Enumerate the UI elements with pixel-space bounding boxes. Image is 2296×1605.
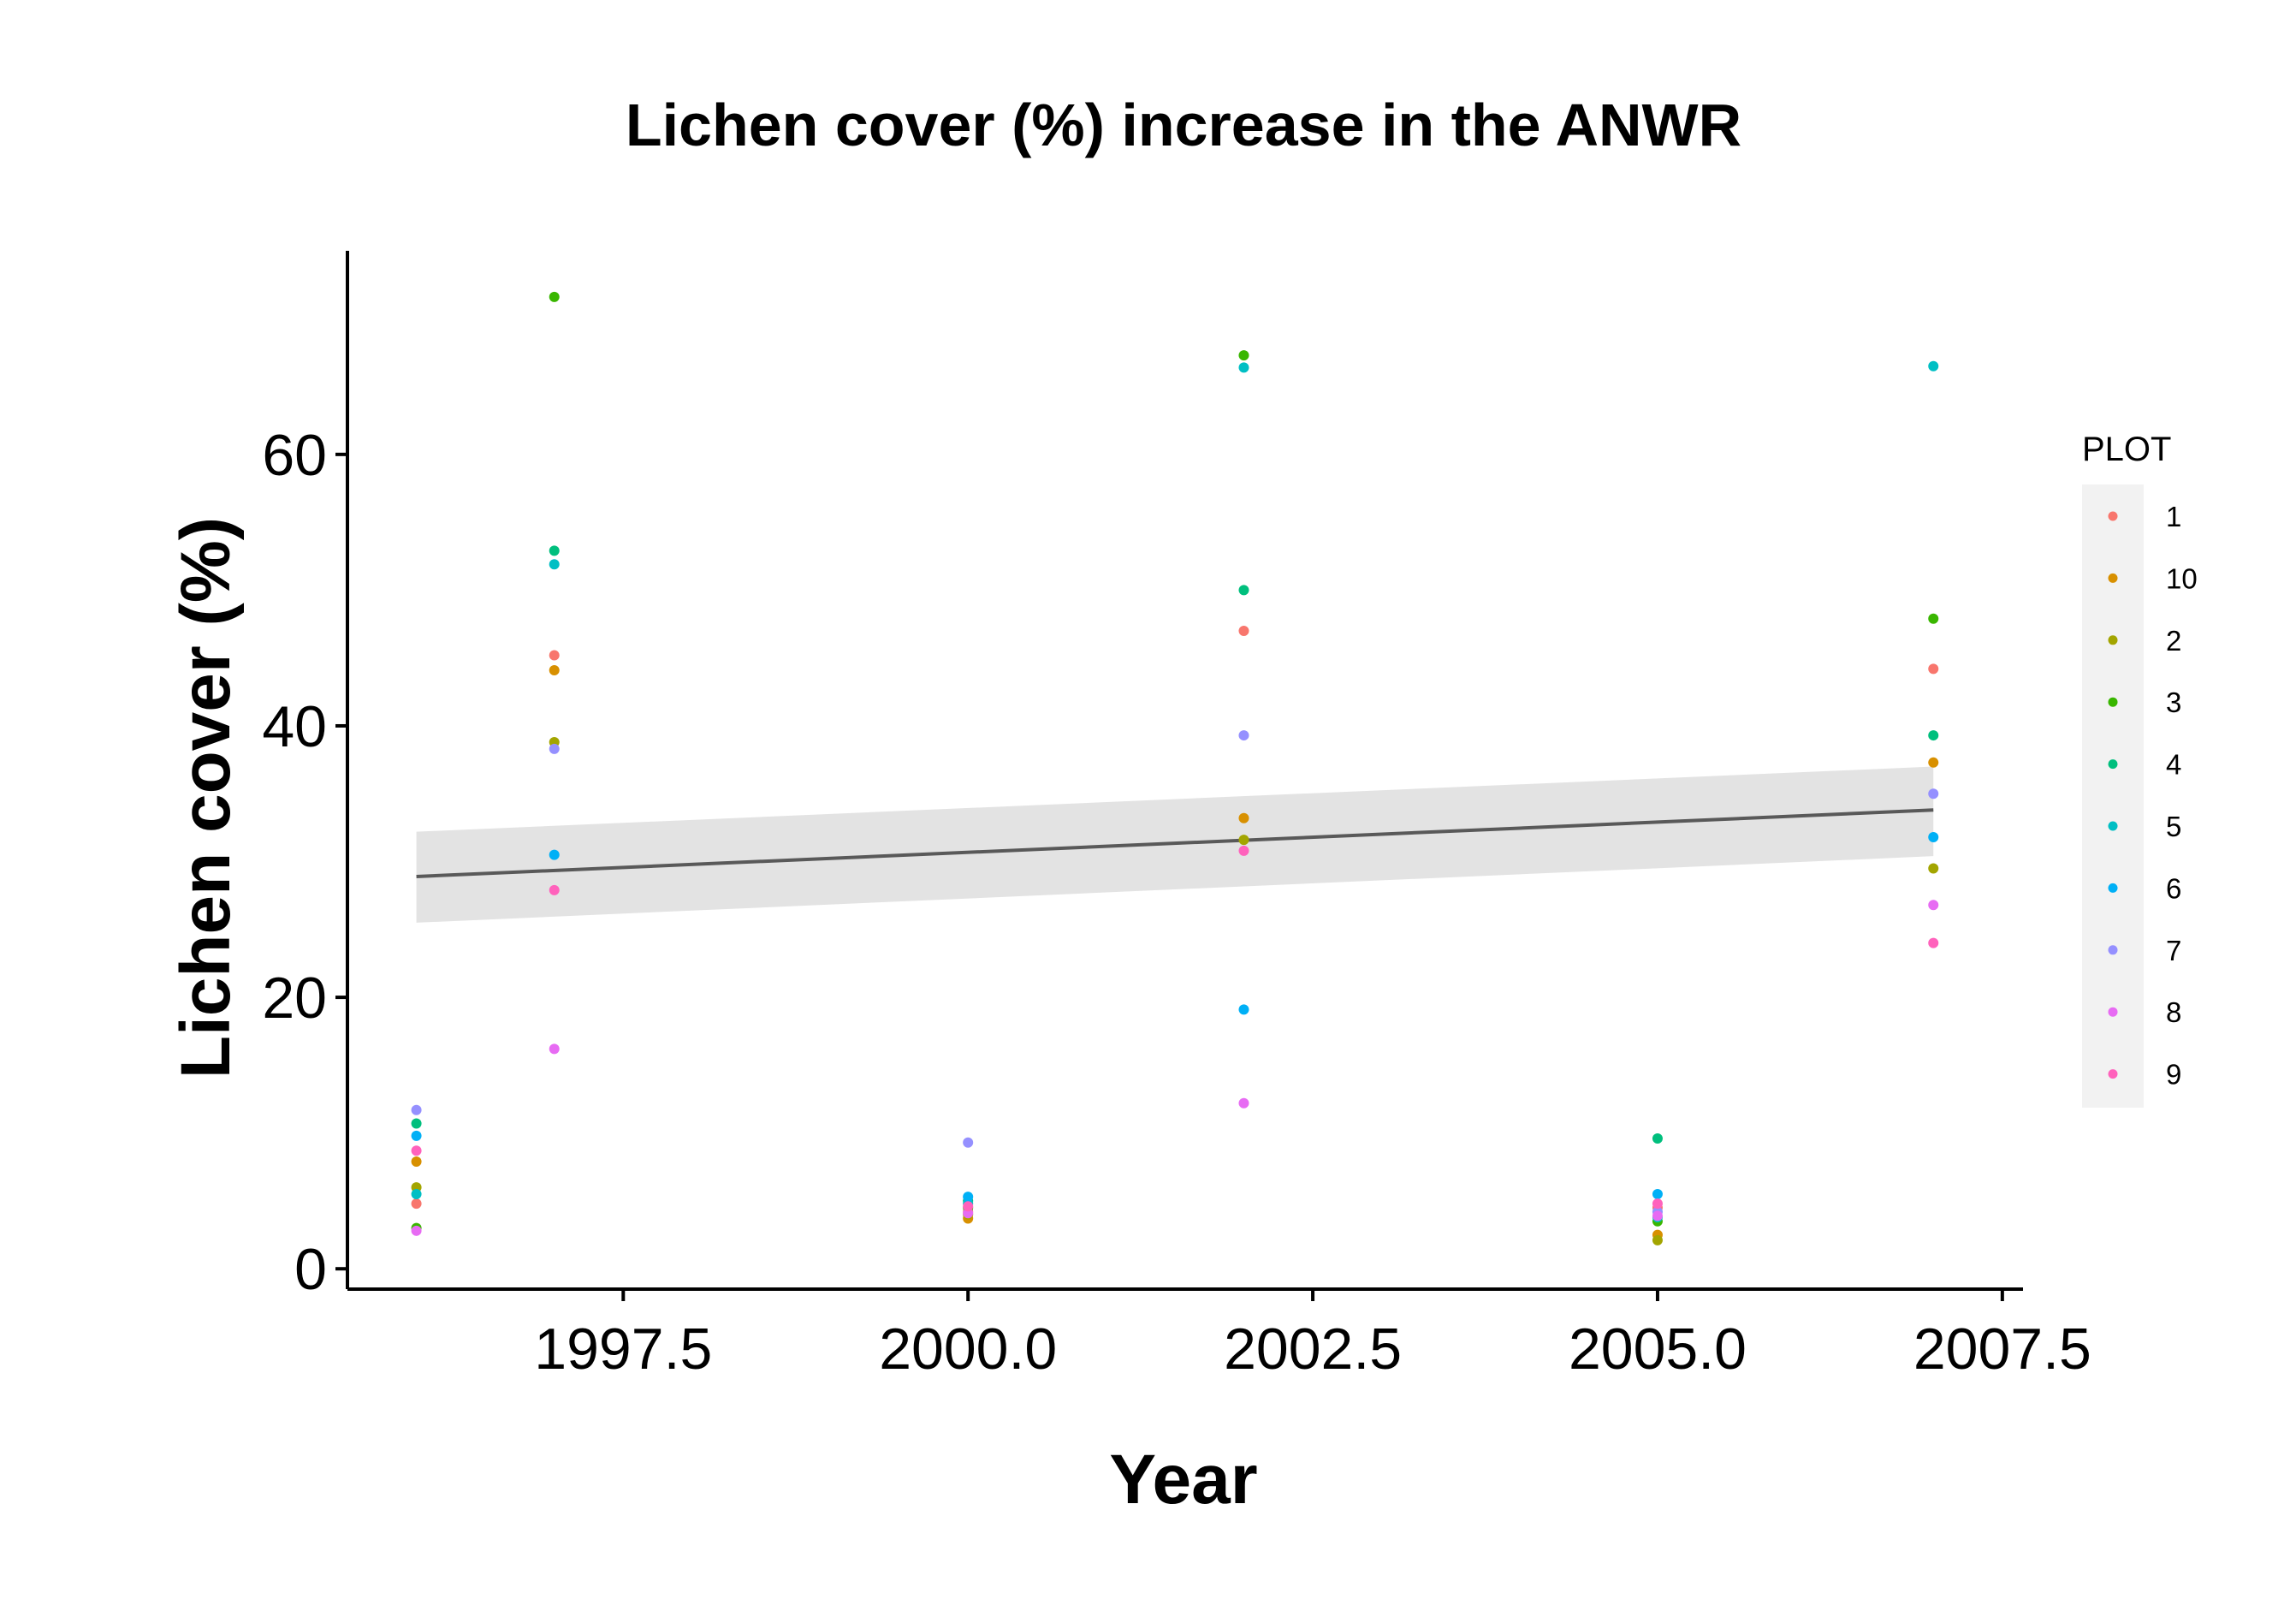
x-axis-ticks: 1997.5 2000.0 2002.5 2005.0 2007.5 — [534, 1289, 2091, 1382]
legend-label-2: 2 — [2166, 625, 2181, 657]
legend-key-7 — [2108, 945, 2118, 955]
legend-key-9 — [2108, 1069, 2118, 1079]
legend-label-10: 10 — [2166, 562, 2198, 594]
data-point-plot-8 — [411, 1225, 422, 1236]
data-point-plot-5 — [411, 1189, 422, 1200]
legend-items: 1 10 2 3 4 5 6 7 8 9 — [2108, 501, 2198, 1091]
data-point-plot-4 — [1238, 585, 1249, 596]
legend-label-3: 3 — [2166, 687, 2181, 718]
data-point-plot-7 — [549, 743, 560, 754]
data-point-plot-2 — [1928, 863, 1939, 874]
data-point-plot-10 — [1238, 812, 1249, 823]
data-point-plot-1 — [411, 1198, 422, 1210]
data-point-plot-10 — [411, 1156, 422, 1167]
data-point-plot-1 — [1238, 625, 1249, 636]
data-point-plot-5 — [1928, 360, 1939, 372]
data-point-plot-2 — [1652, 1234, 1663, 1245]
data-point-plot-8 — [1238, 1097, 1249, 1109]
data-point-plot-9 — [1652, 1198, 1663, 1210]
y-tick-label: 20 — [262, 966, 327, 1031]
legend: PLOT 1 10 2 3 4 5 6 7 8 9 — [2082, 431, 2198, 1108]
data-point-plot-7 — [963, 1137, 974, 1148]
data-point-plot-9 — [1238, 845, 1249, 856]
data-point-plot-6 — [1652, 1189, 1663, 1200]
chart-title: Lichen cover (%) increase in the ANWR — [626, 92, 1741, 158]
data-point-plot-4 — [1652, 1132, 1663, 1144]
data-point-plot-9 — [1928, 937, 1939, 948]
y-tick-label: 40 — [262, 694, 327, 759]
data-point-plot-3 — [549, 291, 560, 302]
legend-key-1 — [2108, 511, 2118, 521]
axes: 1997.5 2000.0 2002.5 2005.0 2007.5 0 20 40 60 — [262, 251, 2091, 1382]
trend-line — [416, 808, 1934, 878]
x-tick-label: 2007.5 — [1913, 1317, 2091, 1382]
legend-label-7: 7 — [2166, 935, 2181, 966]
data-point-plot-10 — [549, 664, 560, 675]
legend-key-6 — [2108, 883, 2118, 893]
plot-area — [411, 291, 1939, 1245]
data-point-plot-6 — [1238, 1004, 1249, 1015]
data-point-plot-4 — [549, 545, 560, 556]
legend-label-9: 9 — [2166, 1059, 2181, 1091]
data-point-plot-3 — [1238, 350, 1249, 361]
data-point-plot-8 — [1928, 900, 1939, 911]
x-tick-label: 1997.5 — [534, 1317, 712, 1382]
data-point-plot-5 — [549, 559, 560, 570]
data-point-plot-2 — [1238, 835, 1249, 846]
legend-label-4: 4 — [2166, 749, 2181, 781]
legend-key-background — [2082, 484, 2144, 1108]
x-tick-label: 2000.0 — [879, 1317, 1057, 1382]
data-point-plot-9 — [549, 884, 560, 895]
data-point-plot-6 — [1928, 831, 1939, 842]
data-points — [411, 291, 1939, 1245]
data-point-plot-6 — [411, 1130, 422, 1141]
data-point-plot-4 — [1928, 730, 1939, 741]
legend-label-5: 5 — [2166, 811, 2181, 842]
legend-key-5 — [2108, 821, 2118, 831]
data-point-plot-7 — [411, 1104, 422, 1115]
legend-label-8: 8 — [2166, 996, 2181, 1028]
legend-key-10 — [2108, 573, 2118, 583]
legend-key-4 — [2108, 759, 2118, 770]
data-point-plot-7 — [1238, 730, 1249, 741]
data-point-plot-5 — [1238, 362, 1249, 373]
data-point-plot-9 — [411, 1145, 422, 1156]
legend-key-2 — [2108, 635, 2118, 645]
data-point-plot-6 — [963, 1192, 974, 1203]
legend-title: PLOT — [2082, 431, 2171, 468]
x-tick-label: 2005.0 — [1569, 1317, 1747, 1382]
data-point-plot-9 — [963, 1201, 974, 1212]
data-point-plot-6 — [549, 849, 560, 860]
data-point-plot-7 — [1928, 788, 1939, 800]
data-point-plot-8 — [549, 1043, 560, 1055]
y-tick-label: 60 — [262, 423, 327, 488]
legend-label-1: 1 — [2166, 501, 2181, 532]
y-axis-ticks: 0 20 40 60 — [262, 423, 347, 1302]
data-point-plot-10 — [1928, 757, 1939, 768]
data-point-plot-8 — [1652, 1210, 1663, 1222]
x-axis-title: Year — [1109, 1441, 1257, 1519]
legend-key-3 — [2108, 697, 2118, 707]
data-point-plot-3 — [1928, 613, 1939, 624]
y-tick-label: 0 — [294, 1237, 327, 1302]
legend-key-8 — [2108, 1007, 2118, 1017]
data-point-plot-1 — [1928, 663, 1939, 675]
data-point-plot-1 — [549, 650, 560, 661]
x-tick-label: 2002.5 — [1224, 1317, 1402, 1382]
data-point-plot-4 — [411, 1118, 422, 1129]
y-axis-title: Lichen cover (%) — [167, 517, 245, 1079]
legend-label-6: 6 — [2166, 872, 2181, 904]
